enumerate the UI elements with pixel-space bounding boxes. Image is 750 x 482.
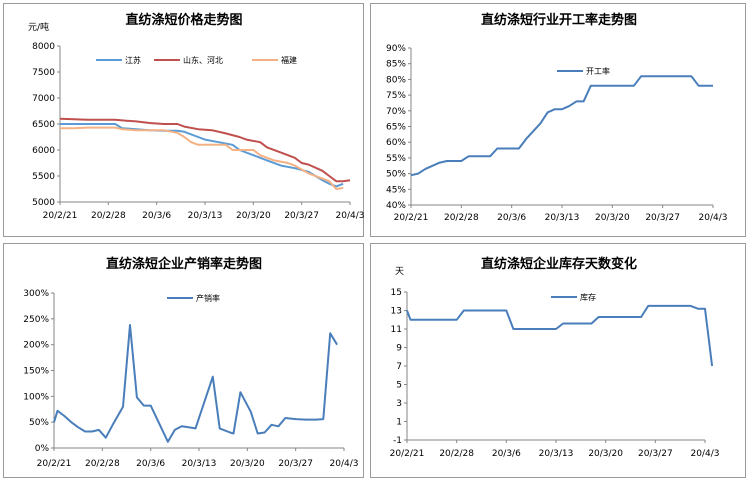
- y-tick-label: 250%: [23, 315, 49, 325]
- x-tick-label: 20/3/13: [182, 459, 217, 469]
- legend-label: 库存: [580, 292, 596, 302]
- x-tick-label: 20/3/13: [545, 213, 580, 223]
- y-tick-label: 15: [391, 288, 402, 298]
- legend-label: 山东、河北: [183, 55, 223, 65]
- y-tick-label: 85%: [386, 60, 406, 70]
- y-tick-label: 70%: [386, 107, 406, 117]
- y-tick-label: 5500: [32, 172, 55, 182]
- x-tick-label: 20/3/6: [142, 211, 171, 221]
- x-tick-label: 20/2/28: [91, 211, 126, 221]
- y-tick-label: 90%: [386, 44, 406, 54]
- x-tick-label: 20/3/20: [236, 211, 271, 221]
- x-tick-label: 20/3/27: [638, 449, 673, 459]
- x-tick-label: 20/2/21: [43, 211, 78, 221]
- y-tick-label: 45%: [386, 185, 406, 195]
- y-tick-label: 80%: [386, 75, 406, 85]
- chart-title: 直纺涤短企业产销率走势图: [106, 256, 262, 272]
- legend-label: 江苏: [125, 55, 141, 65]
- inventory-days-panel: 直纺涤短企业库存天数变化天 -1 1 3 5 7 9 11 13 15 20/2/21 20/2/28…: [370, 243, 746, 478]
- y-tick-label: 9: [396, 344, 402, 354]
- sales-ratio-panel: 直纺涤短企业产销率走势图 0% 50% 100% 150% 200% 250% 300% 20/…: [3, 243, 364, 478]
- y-tick-label: 7500: [32, 68, 55, 78]
- y-tick-label: 300%: [23, 289, 49, 299]
- chart-title: 直纺涤短行业开工率走势图: [481, 12, 637, 28]
- series-line-1: [60, 123, 344, 188]
- y-tick-label: 13: [391, 307, 402, 317]
- y-tick-label: 150%: [23, 367, 49, 377]
- y-tick-label: 55%: [386, 154, 406, 164]
- series-line-1: [406, 304, 714, 367]
- x-tick-label: 20/3/27: [645, 213, 680, 223]
- series-line-1: [410, 75, 713, 177]
- y-tick-label: 0%: [35, 444, 50, 454]
- y-tick-label: 3: [396, 399, 402, 409]
- chart-title: 直纺涤短价格走势图: [125, 12, 242, 28]
- x-tick-label: 20/2/28: [85, 459, 120, 469]
- y-tick-label: 40%: [386, 201, 406, 211]
- sales-ratio-chart: 直纺涤短企业产销率走势图 0% 50% 100% 150% 200% 250% 300% 20/…: [23, 256, 359, 469]
- legend-label: 开工率: [586, 66, 610, 76]
- y-tick-label: 7: [396, 362, 402, 372]
- x-tick-label: 20/2/28: [444, 213, 479, 223]
- x-tick-label: 20/4/3: [336, 211, 365, 221]
- y-tick-label: -1: [393, 436, 402, 446]
- x-tick-label: 20/4/3: [330, 459, 359, 469]
- x-tick-label: 20/2/28: [439, 449, 474, 459]
- y-tick-label: 8000: [32, 42, 55, 52]
- x-tick-label: 20/3/6: [492, 449, 521, 459]
- y-tick-label: 5: [396, 381, 402, 391]
- x-tick-label: 20/3/6: [136, 459, 165, 469]
- series-line-3: [60, 126, 344, 190]
- y-tick-label: 75%: [386, 91, 406, 101]
- operating-rate-panel: 直纺涤短行业开工率走势图 40% 45% 50% 55% 60% 65% 70% 75% 80% 8…: [370, 3, 746, 237]
- x-tick-label: 20/3/6: [497, 213, 526, 223]
- x-tick-label: 20/2/21: [394, 213, 429, 223]
- x-tick-label: 20/3/27: [284, 211, 319, 221]
- y-tick-label: 5000: [32, 198, 55, 208]
- x-tick-label: 20/3/13: [539, 449, 574, 459]
- y-tick-label: 200%: [23, 341, 49, 351]
- price-trend-panel: 直纺涤短价格走势图元/吨 5000 5500 6000 6500 7000 7500 8000…: [3, 3, 364, 237]
- legend-label: 产销率: [196, 293, 220, 303]
- chart-title: 直纺涤短企业库存天数变化: [481, 256, 637, 272]
- y-tick-label: 7000: [32, 94, 55, 104]
- y-tick-label: 6500: [32, 120, 55, 130]
- x-tick-label: 20/3/13: [188, 211, 223, 221]
- y-tick-label: 65%: [386, 123, 406, 133]
- x-tick-label: 20/2/21: [390, 449, 425, 459]
- y-tick-label: 6000: [32, 146, 55, 156]
- x-tick-label: 20/3/20: [230, 459, 265, 469]
- series-line-1: [53, 324, 338, 443]
- x-tick-label: 20/4/3: [691, 449, 720, 459]
- x-tick-label: 20/4/3: [699, 213, 728, 223]
- x-tick-label: 20/3/20: [595, 213, 630, 223]
- legend-label: 福建: [281, 55, 297, 65]
- y-tick-label: 1: [396, 418, 402, 428]
- x-tick-label: 20/3/27: [278, 459, 313, 469]
- x-tick-label: 20/2/21: [37, 459, 72, 469]
- operating-rate-chart: 直纺涤短行业开工率走势图 40% 45% 50% 55% 60% 65% 70% 75% 80% 8…: [386, 12, 728, 223]
- x-tick-label: 20/3/20: [588, 449, 623, 459]
- y-tick-label: 60%: [386, 138, 406, 148]
- y-unit-label: 天: [395, 267, 404, 277]
- y-unit-label: 元/吨: [28, 21, 49, 33]
- series-line-2: [59, 117, 351, 183]
- y-tick-label: 50%: [386, 170, 406, 180]
- y-tick-label: 50%: [29, 418, 49, 428]
- y-tick-label: 100%: [23, 392, 49, 402]
- y-tick-label: 11: [391, 325, 402, 335]
